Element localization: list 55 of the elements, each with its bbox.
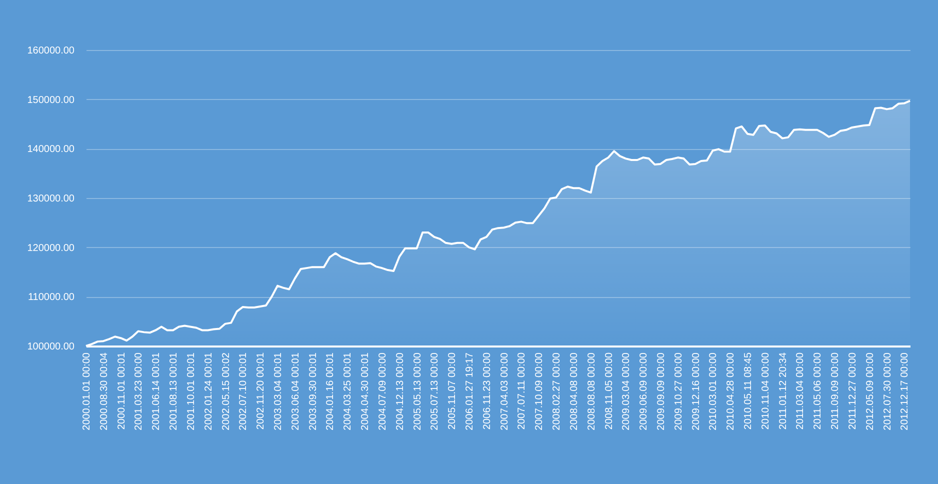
x-tick-label: 2001.10.01 00:01 xyxy=(186,352,197,430)
x-tick-label: 2008.04.08 00:00 xyxy=(568,352,580,430)
y-tick-label: 160000.00 xyxy=(27,46,75,56)
x-tick-label: 2000.08.30 00:04 xyxy=(98,352,110,430)
x-tick-label: 2001.08.13 00:01 xyxy=(168,352,180,430)
x-tick-label: 2002.11.20 00:01 xyxy=(256,352,267,430)
x-tick-label: 2001.03.23 00:00 xyxy=(134,352,145,430)
x-tick-label: 2010.11.04 00:00 xyxy=(760,352,772,430)
x-tick-label: 2002.01.24 00:01 xyxy=(203,352,214,430)
y-tick-label: 110000.00 xyxy=(28,292,75,304)
x-tick-label: 2011.01.12 20:34 xyxy=(778,352,789,430)
x-tick-label: 2001.06.14 00:01 xyxy=(151,352,162,430)
y-tick-label: 150000.00 xyxy=(27,94,75,106)
x-tick-label: 2003.06.04 00:01 xyxy=(290,352,302,430)
x-tick-label: 2012.07.30 00:00 xyxy=(882,352,894,430)
x-tick-label: 2012.05.09 00:00 xyxy=(864,352,876,430)
x-tick-label: 2002.07.10 00:01 xyxy=(238,352,250,430)
x-tick-label: 2006.11.23 00:00 xyxy=(482,352,493,430)
x-tick-label: 2009.06.09 00:00 xyxy=(638,352,650,430)
y-tick-label: 130000.00 xyxy=(27,194,75,204)
x-tick-label: 2004.04.30 00:01 xyxy=(360,352,372,430)
x-tick-label: 2005.05.13 00:00 xyxy=(412,352,424,430)
x-tick-label: 2009.09.09 00:00 xyxy=(656,352,667,430)
x-tick-label: 2009.03.04 00:00 xyxy=(621,352,632,430)
x-tick-label: 2009.10.27 00:00 xyxy=(673,352,684,430)
x-tick-label: 2010.04.28 00:00 xyxy=(726,352,737,430)
x-tick-label: 2002.05.15 00:02 xyxy=(220,352,232,430)
x-tick-label: 2009.12.16 00:00 xyxy=(690,352,702,430)
x-tick-label: 2000.01.01 00:00 xyxy=(82,352,92,430)
y-tick-label: 140000.00 xyxy=(27,144,75,156)
x-tick-label: 2005.11.07 00:00 xyxy=(447,352,458,430)
x-tick-label: 2006.01.27 19:17 xyxy=(464,352,476,430)
x-tick-label: 2008.08.08 00:00 xyxy=(586,352,598,430)
y-tick-label: 100000.00 xyxy=(27,342,75,352)
x-tick-label: 2007.10.09 00:00 xyxy=(534,352,546,430)
x-tick-label: 2011.05.06 00:00 xyxy=(812,352,824,430)
x-tick-label: 2004.03.25 00:01 xyxy=(342,352,354,430)
x-tick-label: 2003.03.04 00:01 xyxy=(272,352,284,430)
x-tick-label: 2007.04.03 00:00 xyxy=(499,352,510,430)
x-tick-label: 2004.07.09 00:00 xyxy=(377,352,388,430)
x-tick-label: 2011.03.04 00:00 xyxy=(795,352,806,430)
x-tick-label: 2011.09.09 00:00 xyxy=(830,352,842,430)
x-tick-label: 2000.11.01 00:01 xyxy=(116,352,128,430)
y-tick-label: 120000.00 xyxy=(27,242,75,254)
x-tick-label: 2010.05.11 08:45 xyxy=(743,352,754,430)
x-tick-label: 2003.09.30 00:01 xyxy=(308,352,319,430)
x-tick-label: 2007.07.11 00:00 xyxy=(516,352,528,430)
x-tick-label: 2008.02.27 00:00 xyxy=(552,352,563,430)
x-tick-label: 2004.01.16 00:01 xyxy=(325,352,336,430)
x-tick-label: 2008.11.05 00:00 xyxy=(604,352,615,430)
x-tick-label: 2004.12.13 00:00 xyxy=(394,352,406,430)
x-tick-label: 2010.03.01 00:00 xyxy=(708,352,720,430)
x-tick-label: 2012.12.17 00:00 xyxy=(900,352,911,430)
x-tick-label: 2005.07.13 00:00 xyxy=(430,352,441,430)
x-tick-label: 2011.12.27 00:00 xyxy=(847,352,858,430)
